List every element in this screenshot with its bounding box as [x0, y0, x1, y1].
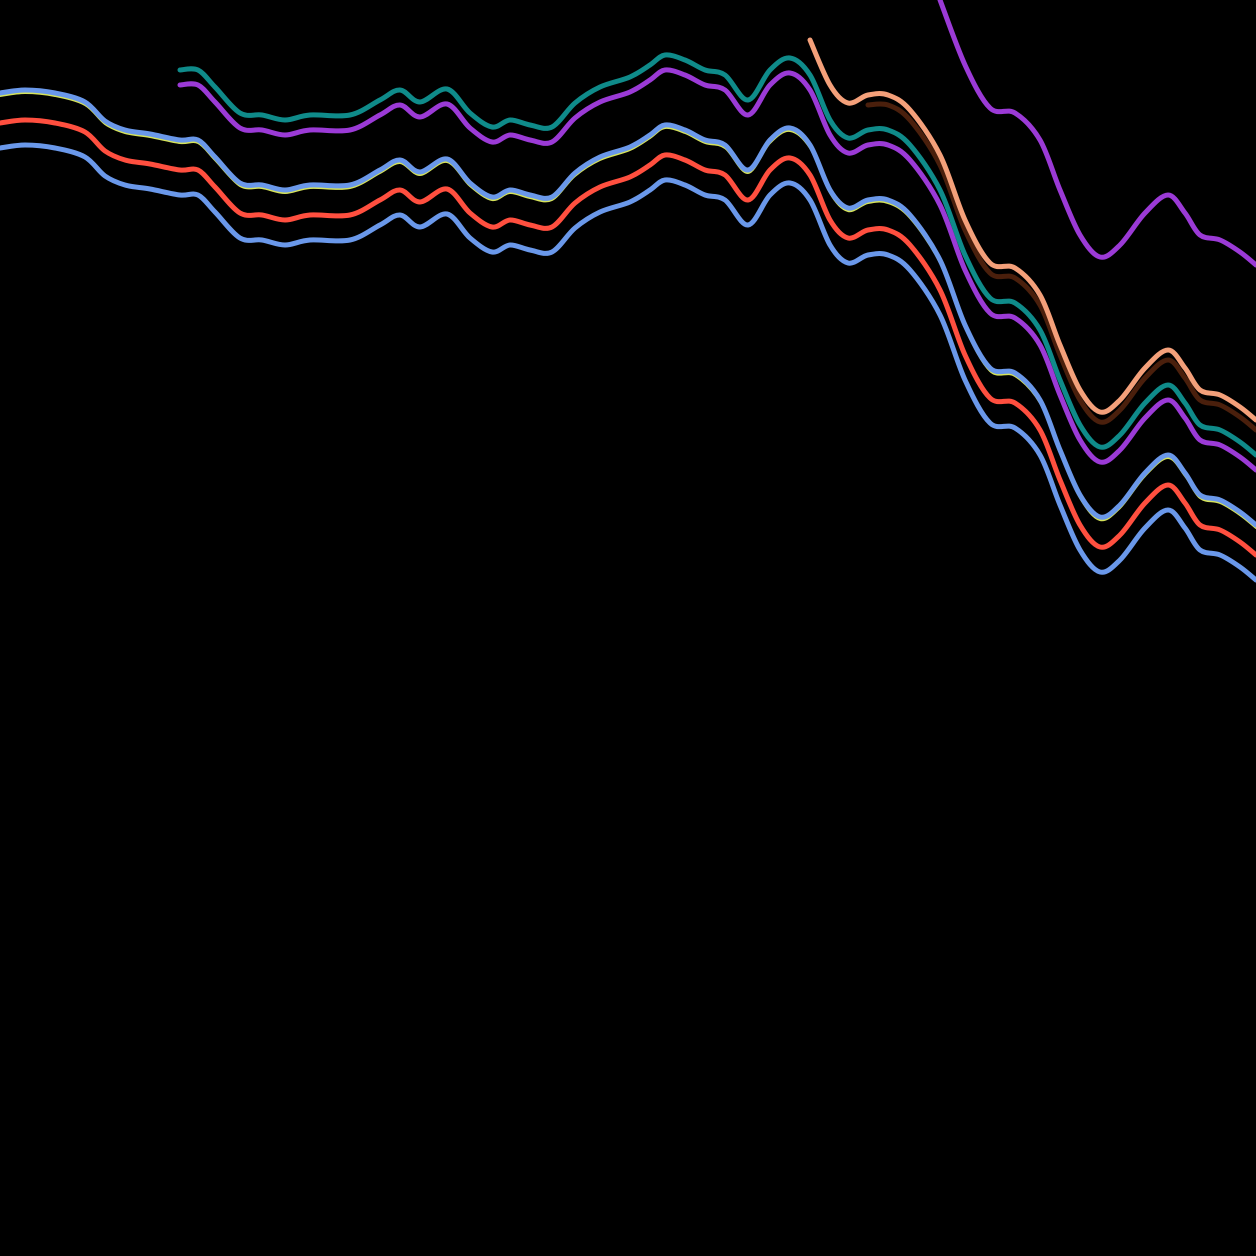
teal-line: [177, 52, 1256, 458]
salmon-line: [807, 37, 1256, 423]
violet-line-top: [937, 0, 1256, 268]
dark-brown-line: [865, 101, 1256, 433]
violet-line-middle: [177, 67, 1256, 473]
blue-line-upper: [0, 87, 1256, 528]
blue-line-lower: [0, 142, 1256, 583]
lines-layer: [0, 0, 1256, 583]
red-line: [0, 117, 1256, 558]
